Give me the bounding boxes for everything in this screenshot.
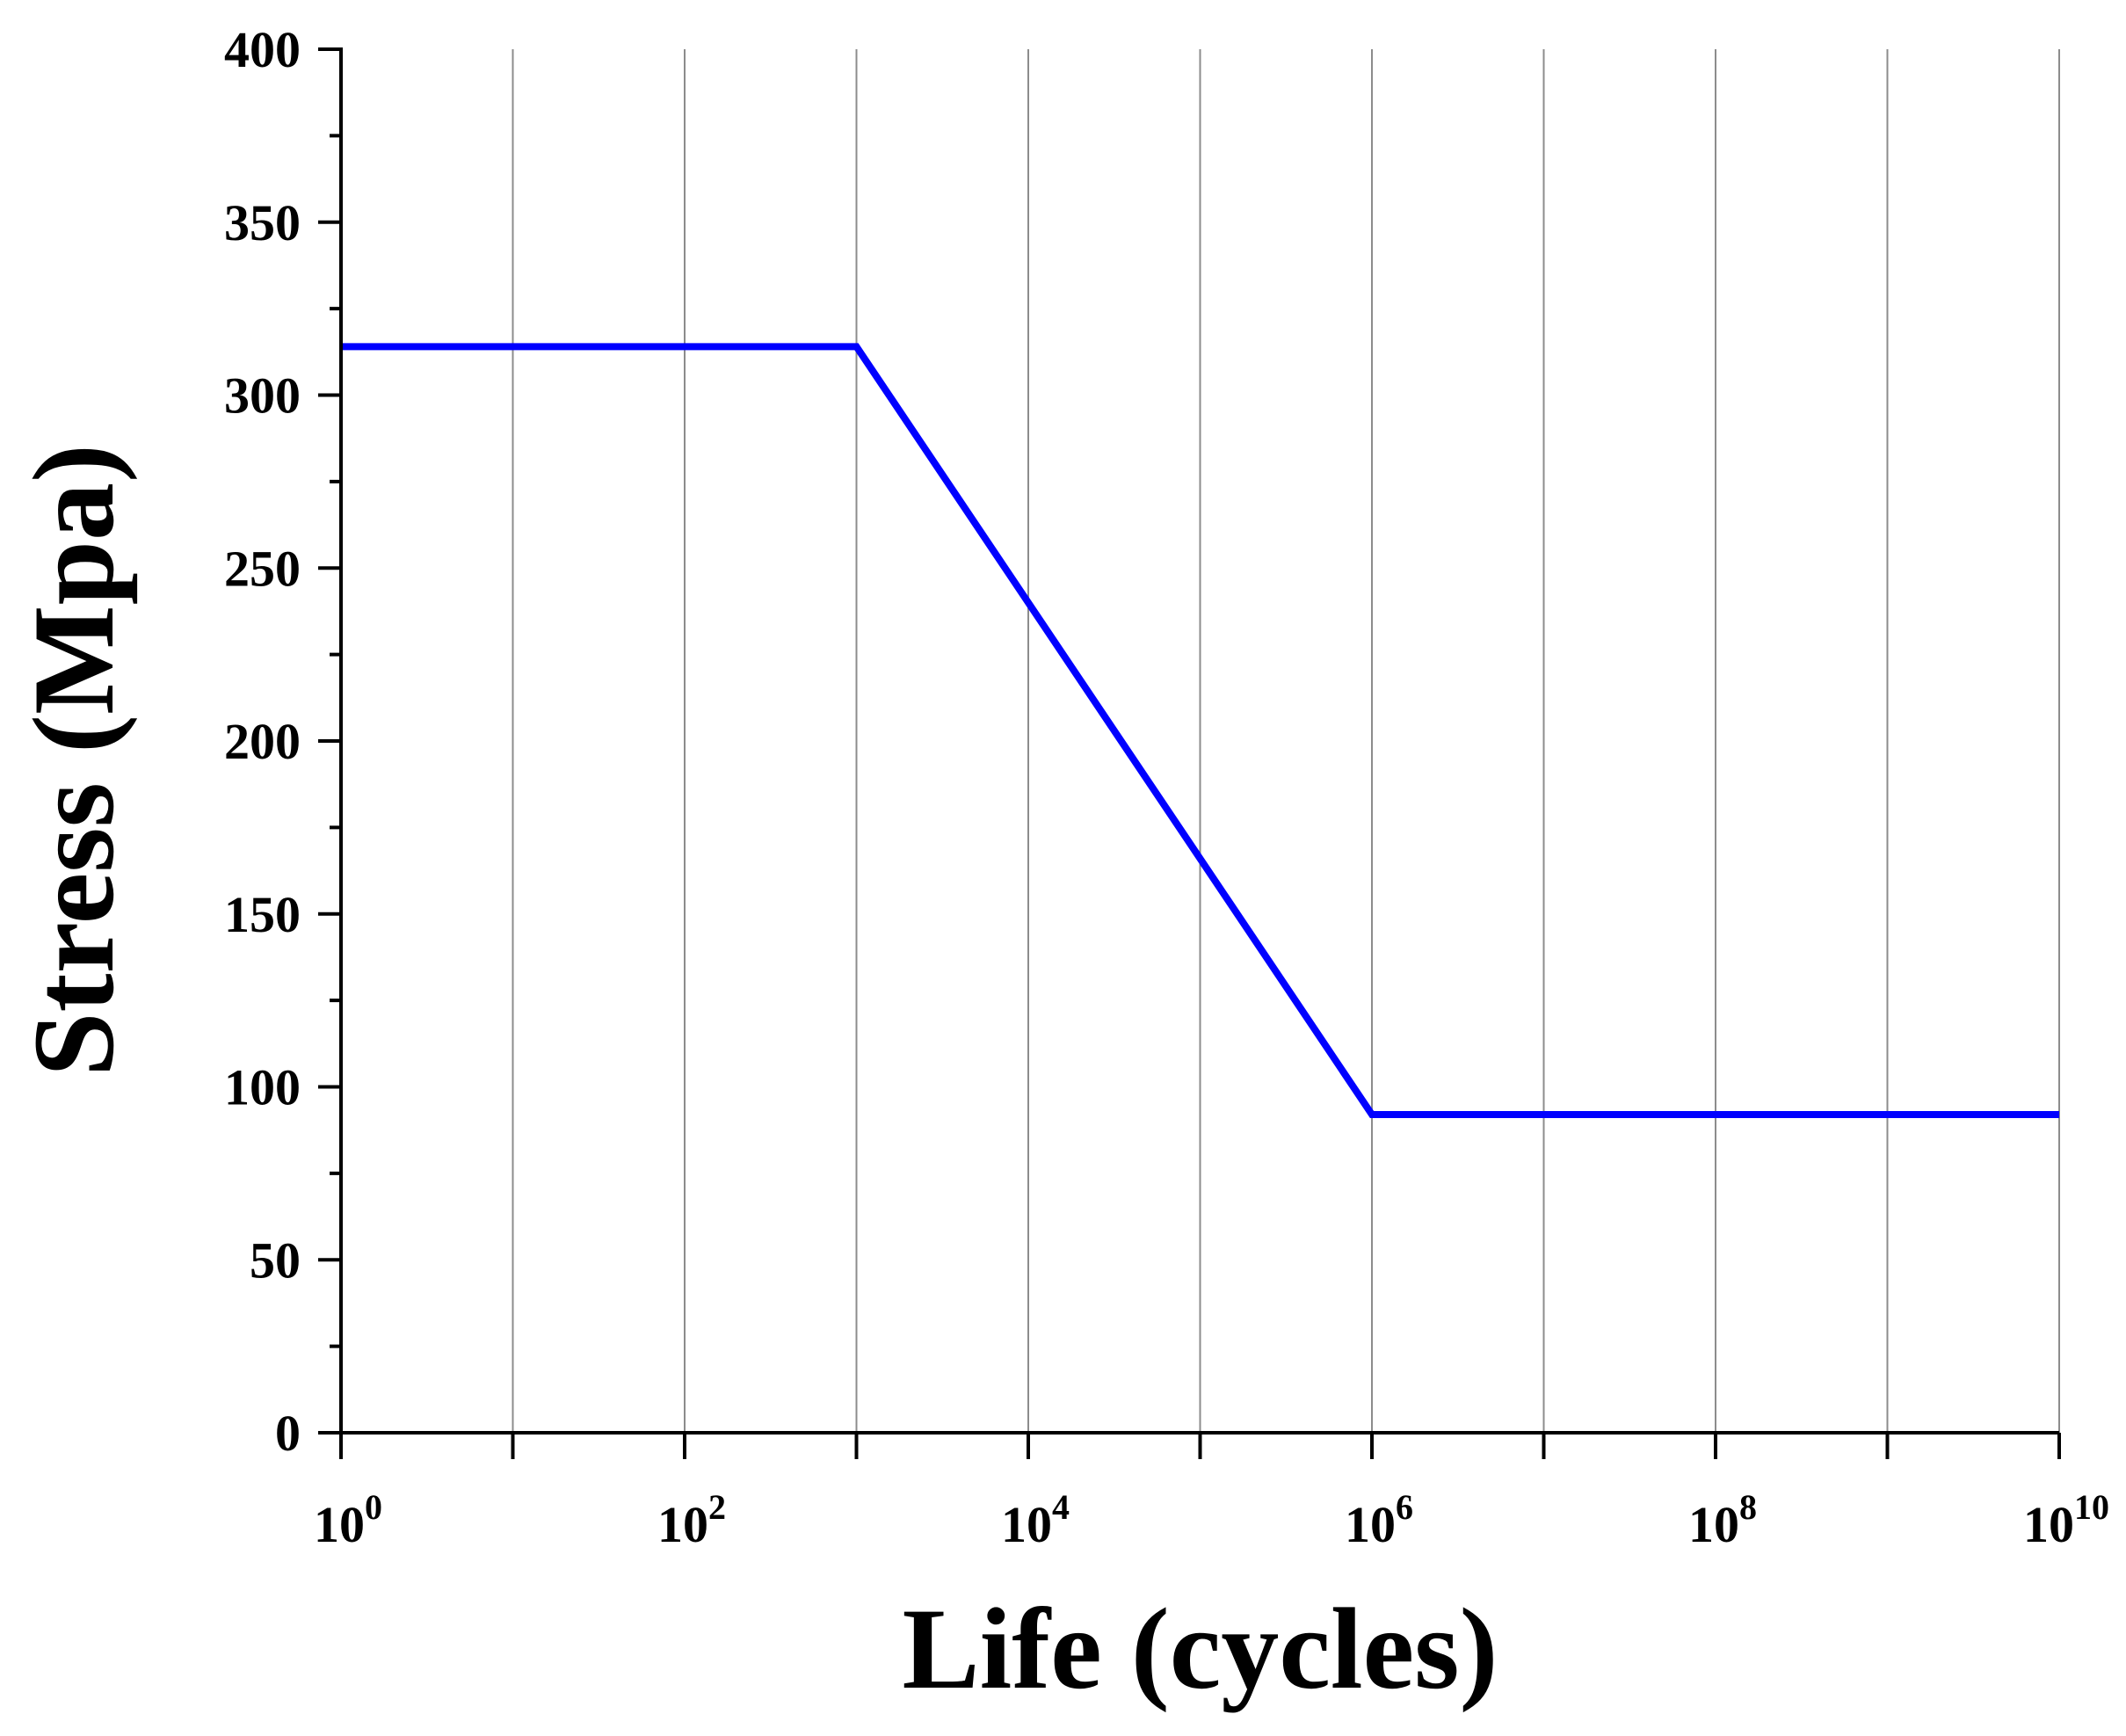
- x-tick-label-exponent: 0: [365, 1487, 382, 1527]
- x-tick-label: 108: [1688, 1487, 1757, 1553]
- x-tick-label-base: 10: [2023, 1496, 2074, 1553]
- y-tick-label: 200: [224, 713, 301, 770]
- x-tick-label: 1010: [2023, 1487, 2109, 1553]
- y-tick-label: 300: [224, 367, 301, 425]
- y-tick-label: 0: [275, 1405, 301, 1462]
- series-group: [341, 343, 2059, 1118]
- x-tick-label-base: 10: [1688, 1496, 1739, 1553]
- x-tick-label: 104: [1001, 1487, 1070, 1553]
- series-line: [341, 343, 2059, 1118]
- x-tick-label-base: 10: [1001, 1496, 1052, 1553]
- ticks-group: [318, 47, 2061, 1459]
- grid-lines: [512, 49, 2060, 1433]
- x-tick-label: 102: [657, 1487, 726, 1553]
- y-tick-label: 350: [224, 194, 301, 251]
- x-tick-label-base: 10: [657, 1496, 708, 1553]
- x-tick-label: 106: [1345, 1487, 1413, 1553]
- y-axis-title: Stress (Mpa): [9, 444, 138, 1077]
- x-tick-label-base: 10: [1345, 1496, 1396, 1553]
- x-tick-label-exponent: 6: [1396, 1487, 1413, 1527]
- y-tick-label: 150: [224, 886, 301, 943]
- x-tick-label-exponent: 2: [708, 1487, 726, 1527]
- x-tick-label: 100: [314, 1487, 382, 1553]
- x-tick-label-base: 10: [314, 1496, 365, 1553]
- x-tick-label-exponent: 8: [1739, 1487, 1757, 1527]
- y-tick-label: 50: [250, 1231, 301, 1289]
- x-tick-label-exponent: 10: [2074, 1487, 2109, 1527]
- y-tick-label: 100: [224, 1059, 301, 1116]
- x-tick-label-exponent: 4: [1052, 1487, 1070, 1527]
- x-axis-title: Life (cycles): [903, 1584, 1498, 1713]
- y-tick-label: 400: [224, 21, 301, 78]
- y-tick-label: 250: [224, 540, 301, 597]
